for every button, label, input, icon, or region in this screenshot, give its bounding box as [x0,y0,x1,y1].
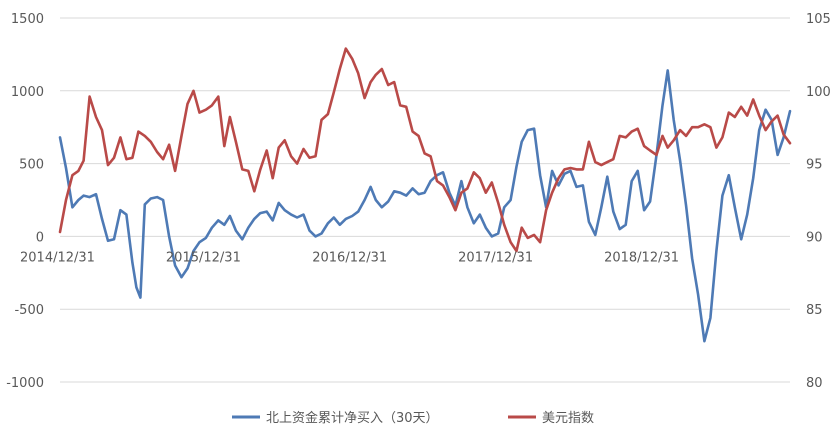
right-y-tick-label: 90 [806,230,823,245]
left-y-tick-label: -1000 [6,376,44,391]
right-y-tick-label: 85 [806,303,823,318]
x-tick-label: 2016/12/31 [312,250,387,265]
northbound-funds-line [58,69,792,343]
left-y-tick-label: -500 [14,303,44,318]
right-y-axis: 80 85 90 95 100 105 [806,12,831,391]
left-y-tick-label: 1000 [11,85,44,100]
legend-label: 北上资金累计净买入（30天） [266,410,439,426]
left-y-axis: -1000 -500 0 500 1000 1500 [6,12,44,391]
series-lines [58,47,792,343]
horizontal-gridlines [60,17,790,383]
x-tick-label: 2014/12/31 [20,250,95,265]
x-axis: 2014/12/31 2015/12/31 2016/12/31 2017/12/31… [20,250,679,265]
right-y-tick-label: 80 [806,376,823,391]
left-y-tick-label: 500 [19,158,44,173]
x-tick-label: 2017/12/31 [458,250,533,265]
legend-label: 美元指数 [542,411,594,426]
x-tick-label: 2015/12/31 [166,250,241,265]
left-y-tick-label: 0 [36,230,44,245]
right-y-tick-label: 95 [806,158,823,173]
right-y-tick-label: 105 [806,12,831,27]
dollar-index-line [58,47,792,253]
left-y-tick-label: 1500 [11,12,44,27]
chart-legend: 北上资金累计净买入（30天） 美元指数 [232,410,594,426]
right-y-tick-label: 100 [806,85,831,100]
x-tick-label: 2018/12/31 [604,250,679,265]
